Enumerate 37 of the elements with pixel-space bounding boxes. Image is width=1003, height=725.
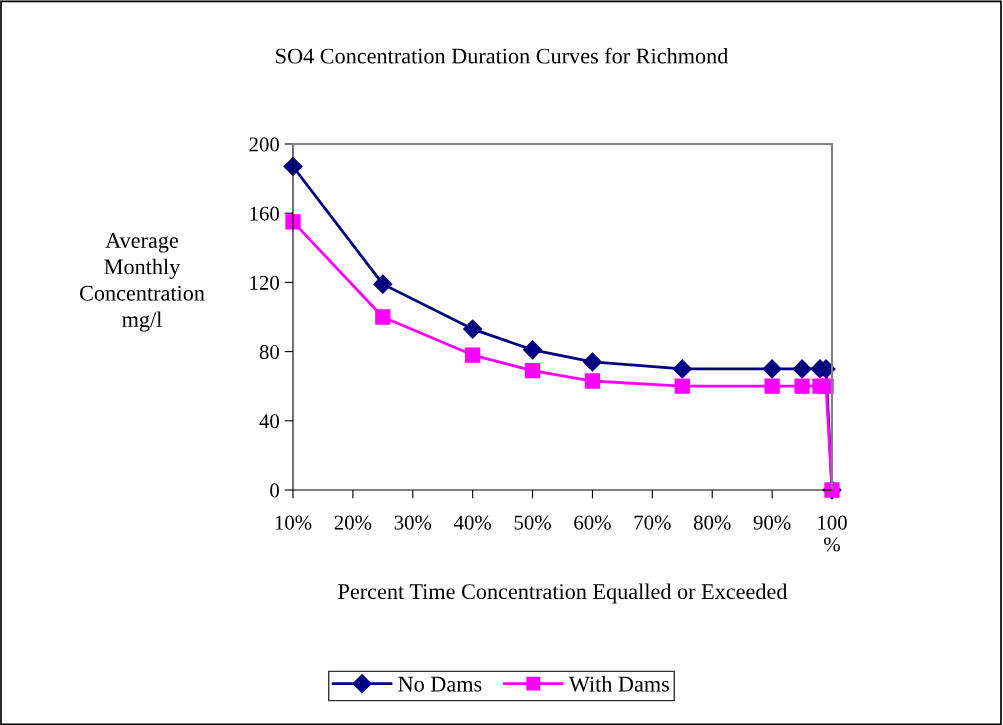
y-axis-title: Average Monthly Concentration mg/l [79, 233, 205, 332]
chart-title: SO4 Concentration Duration Curves for Richmond [276, 47, 729, 64]
point [818, 378, 834, 394]
point [523, 340, 543, 360]
point [524, 362, 541, 379]
y-tick-label: 40 [259, 414, 280, 429]
point [375, 309, 391, 325]
y-tick-label: 200 [249, 137, 280, 152]
y-tick-label: 160 [250, 206, 280, 221]
x-tick-label: 100 % [818, 515, 847, 552]
x-tick-label: 70% [634, 515, 671, 530]
point [674, 378, 690, 394]
point [794, 378, 810, 394]
legend-label: With Dams [568, 675, 669, 692]
point [465, 347, 481, 363]
y-tick-label: 120 [250, 275, 280, 290]
x-tick-label: 80% [693, 515, 731, 530]
x-tick-label: 90% [753, 515, 791, 530]
point [764, 378, 780, 394]
point [672, 359, 692, 379]
point [582, 352, 602, 372]
point [584, 373, 601, 389]
point [285, 214, 301, 230]
y-tick-label: 80 [259, 344, 280, 360]
x-tick-label: 10% [275, 515, 312, 530]
point [792, 359, 812, 379]
x-tick-label: 30% [394, 515, 432, 530]
x-axis-title: Percent Time Concentration Equalled or Exceeded [338, 583, 788, 604]
point [463, 319, 483, 339]
x-tick-label: 50% [514, 515, 551, 530]
x-tick-label: 60% [574, 515, 611, 530]
x-tick-label: 40% [453, 515, 492, 530]
legend-label: No Dams [398, 676, 482, 692]
point [373, 274, 393, 294]
point [762, 359, 782, 379]
y-tick-label: 0 [270, 483, 280, 498]
x-tick-label: 20% [334, 515, 372, 530]
